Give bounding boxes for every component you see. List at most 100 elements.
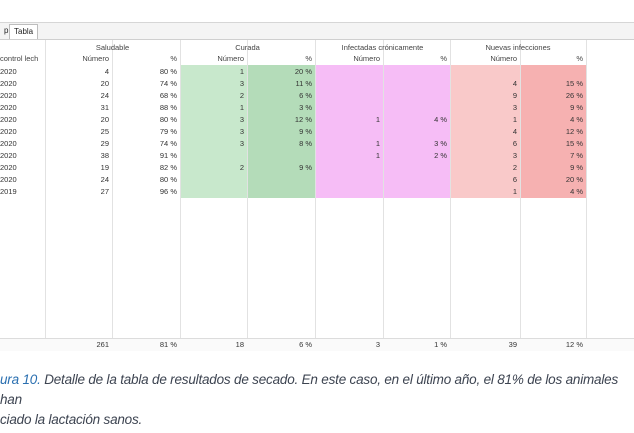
- infectadas-pct-cell: [383, 90, 450, 102]
- col-saludable-pct[interactable]: %: [170, 54, 177, 63]
- saludable-pct-cell: 96 %: [159, 187, 177, 196]
- curada-pct-cell: 6 %: [299, 91, 312, 100]
- infectadas-pct-cell: [383, 78, 450, 90]
- year-cell: 2020: [0, 115, 17, 124]
- group-nuevas: Nuevas infecciones: [485, 43, 551, 52]
- year-cell: 2019: [0, 187, 17, 196]
- nuevas-numero-cell: 6: [512, 175, 517, 184]
- infectadas-numero-cell: 1: [375, 151, 380, 160]
- curada-numero-cell: [180, 174, 247, 186]
- table-row[interactable]: 2020 20 80 % 3 12 % 1 4 % 1 4 %: [0, 114, 634, 126]
- infectadas-pct-cell: [383, 126, 450, 138]
- curada-pct-cell: [247, 186, 315, 198]
- nuevas-pct-cell: 12 %: [565, 127, 583, 136]
- nuevas-pct-cell: 26 %: [565, 91, 583, 100]
- col-curada-pct[interactable]: %: [305, 54, 312, 63]
- col-infectadas-pct[interactable]: %: [440, 54, 447, 63]
- curada-pct-cell: 9 %: [299, 127, 312, 136]
- curada-numero-cell: 2: [239, 163, 244, 172]
- table-row[interactable]: 2020 19 82 % 2 9 % 2 9 %: [0, 162, 634, 174]
- sub-header-row: control lech Número % Número % Número % …: [0, 53, 634, 65]
- curada-numero-cell: 3: [239, 127, 244, 136]
- nuevas-numero-cell: 3: [512, 103, 517, 112]
- year-cell: 2020: [0, 67, 17, 76]
- saludable-pct-cell: 91 %: [159, 151, 177, 160]
- infectadas-pct-cell: [383, 66, 450, 78]
- tab-tabla[interactable]: Tabla: [9, 24, 39, 39]
- table-row[interactable]: 2020 24 80 % 6 20 %: [0, 174, 634, 186]
- curada-numero-cell: 2: [239, 91, 244, 100]
- infectadas-numero-cell: [315, 66, 383, 78]
- saludable-numero-cell: 20: [100, 79, 109, 88]
- year-cell: 2020: [0, 175, 17, 184]
- year-cell: 2020: [0, 151, 17, 160]
- table-row[interactable]: 2020 24 68 % 2 6 % 9 26 %: [0, 90, 634, 102]
- infectadas-pct-cell: 3 %: [434, 139, 447, 148]
- curada-pct-cell: 12 %: [294, 115, 312, 124]
- saludable-pct-cell: 74 %: [159, 79, 177, 88]
- infectadas-pct-cell: 4 %: [434, 115, 447, 124]
- infectadas-numero-cell: [315, 102, 383, 114]
- saludable-numero-cell: 24: [100, 91, 109, 100]
- infectadas-numero-cell: 1: [375, 115, 380, 124]
- saludable-numero-cell: 20: [100, 115, 109, 124]
- curada-pct-cell: 9 %: [299, 163, 312, 172]
- curada-pct-cell: 8 %: [299, 139, 312, 148]
- infectadas-pct-cell: [383, 174, 450, 186]
- col-nuevas-numero[interactable]: Número: [490, 54, 517, 63]
- curada-numero-cell: 3: [239, 115, 244, 124]
- col-infectadas-numero[interactable]: Número: [353, 54, 380, 63]
- table-row[interactable]: 2020 38 91 % 1 2 % 3 7 %: [0, 150, 634, 162]
- infectadas-pct-cell: [383, 186, 450, 198]
- infectadas-numero-cell: [315, 162, 383, 174]
- curada-numero-bg: [180, 65, 247, 198]
- table-row[interactable]: 2019 27 96 % 1 4 %: [0, 186, 634, 198]
- saludable-numero-cell: 19: [100, 163, 109, 172]
- curada-pct-cell: [247, 174, 315, 186]
- caption-line-1: ura 10. Detalle de la tabla de resultado…: [0, 370, 634, 410]
- nuevas-pct-cell: 4 %: [570, 187, 583, 196]
- curada-numero-cell: 1: [239, 103, 244, 112]
- caption-line-2: ciado la lactación sanos.: [0, 412, 143, 427]
- infectadas-bg: [315, 65, 450, 198]
- nuevas-pct-cell: 9 %: [570, 103, 583, 112]
- infectadas-pct-cell: [383, 102, 450, 114]
- infectadas-pct-cell: 2 %: [434, 151, 447, 160]
- table-row[interactable]: 2020 20 74 % 3 11 % 4 15 %: [0, 78, 634, 90]
- saludable-numero-cell: 27: [100, 187, 109, 196]
- results-window: p Tabla Saludable Curada Infectadas crón…: [0, 22, 634, 351]
- year-cell: 2020: [0, 103, 17, 112]
- curada-pct-cell: 20 %: [294, 67, 312, 76]
- nuevas-numero-cell: 3: [512, 151, 517, 160]
- total-nuevas-pct: 12 %: [565, 340, 583, 349]
- group-curada: Curada: [235, 43, 260, 52]
- table-row[interactable]: 2020 31 88 % 1 3 % 3 9 %: [0, 102, 634, 114]
- tab-previous[interactable]: p: [4, 26, 9, 35]
- saludable-pct-cell: 79 %: [159, 127, 177, 136]
- col-saludable-numero[interactable]: Número: [82, 54, 109, 63]
- year-cell: 2020: [0, 139, 17, 148]
- curada-pct-cell: [247, 150, 315, 162]
- nuevas-pct-cell: 7 %: [570, 151, 583, 160]
- table-row[interactable]: 2020 29 74 % 3 8 % 1 3 % 6 15 %: [0, 138, 634, 150]
- table-row[interactable]: 2020 25 79 % 3 9 % 4 12 %: [0, 126, 634, 138]
- saludable-pct-cell: 80 %: [159, 175, 177, 184]
- results-table: Saludable Curada Infectadas crónicamente…: [0, 40, 634, 351]
- saludable-numero-cell: 24: [100, 175, 109, 184]
- infectadas-numero-cell: [315, 126, 383, 138]
- nuevas-numero-cell: 4: [512, 127, 517, 136]
- nuevas-numero-cell: 1: [512, 187, 517, 196]
- year-cell: 2020: [0, 127, 17, 136]
- col-control-lech[interactable]: control lech: [0, 54, 39, 63]
- infectadas-numero-cell: 1: [375, 139, 380, 148]
- col-curada-numero[interactable]: Número: [217, 54, 244, 63]
- curada-pct-cell: 3 %: [299, 103, 312, 112]
- tab-bar: p Tabla: [0, 23, 634, 40]
- total-infectadas-pct: 1 %: [434, 340, 447, 349]
- saludable-numero-cell: 4: [104, 67, 109, 76]
- total-nuevas-numero: 39: [508, 340, 517, 349]
- table-row[interactable]: 2020 4 80 % 1 20 %: [0, 66, 634, 78]
- col-nuevas-pct[interactable]: %: [576, 54, 583, 63]
- curada-numero-cell: [180, 186, 247, 198]
- saludable-numero-cell: 25: [100, 127, 109, 136]
